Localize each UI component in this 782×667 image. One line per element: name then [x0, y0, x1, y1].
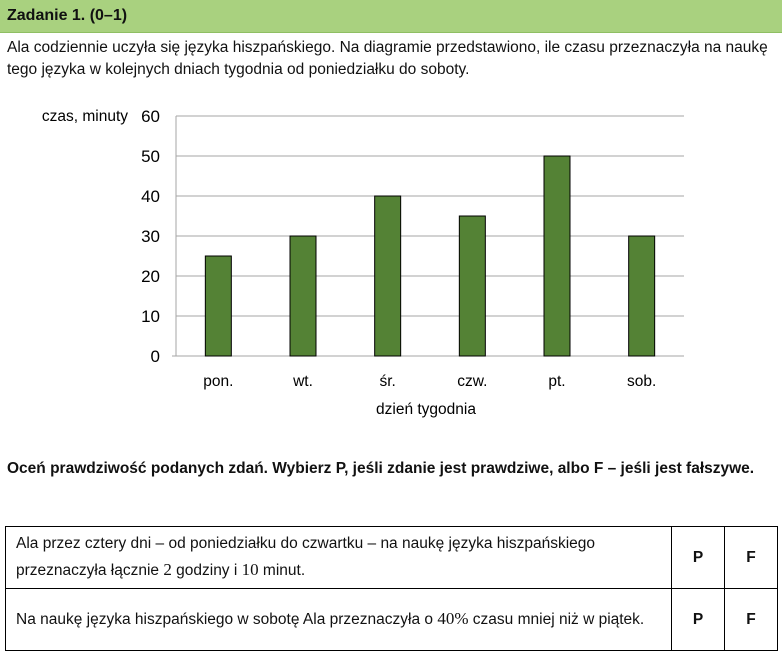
statement-value: 40% [437, 609, 469, 628]
instruction: Oceń prawdziwość podanych zdań. Wybierz … [7, 460, 755, 477]
y-tick-label: 60 [141, 107, 160, 126]
statement-part: czasu mniej niż w piątek. [468, 611, 645, 628]
statement-row: Ala przez cztery dni – od poniedziałku d… [4, 526, 778, 589]
option-false-2[interactable]: F [724, 588, 778, 651]
option-true-1[interactable]: P [671, 526, 726, 589]
y-axis-label: czas, minuty [42, 108, 128, 125]
statement-text: Ala przez cztery dni – od poniedziałku d… [4, 526, 673, 589]
x-tick-label: pt. [548, 373, 565, 390]
chart-bars [204, 155, 656, 357]
statement-value: 10 [241, 560, 259, 579]
x-tick-label: sob. [627, 373, 656, 390]
true-false-table: Ala przez cztery dni – od poniedziałku d… [4, 526, 778, 651]
task-title: Zadanie 1. (0–1) [7, 7, 128, 24]
y-tick-label: 20 [141, 267, 160, 286]
y-tick-label: 50 [141, 147, 160, 166]
bar-czw. [458, 215, 486, 357]
y-tick-label: 30 [141, 227, 160, 246]
bar-pt. [543, 155, 571, 357]
y-tick-label: 10 [141, 307, 160, 326]
bar-pon. [204, 255, 232, 357]
task-intro: Ala codziennie uczyła się języka hiszpań… [7, 39, 768, 78]
statement-part: Na naukę języka hiszpańskiego w sobotę A… [16, 611, 438, 628]
bar-chart: 0 10 20 30 40 50 60 pon. wt. śr. czw. pt. sob. czas… [42, 107, 684, 418]
x-tick-label: śr. [379, 373, 395, 390]
statement-text: Na naukę języka hiszpańskiego w sobotę A… [4, 588, 673, 651]
bar-wt. [289, 235, 317, 357]
y-tick-label: 0 [151, 347, 160, 366]
x-tick-labels: pon. wt. śr. czw. pt. sob. [203, 373, 656, 390]
bar-sob. [628, 235, 656, 357]
y-tick-labels: 0 10 20 30 40 50 60 [141, 107, 160, 366]
bar-śr. [374, 195, 402, 357]
x-tick-label: wt. [292, 373, 313, 390]
statement-part: godziny i [171, 562, 242, 579]
statement-part: minut. [258, 562, 306, 579]
task-header: Zadanie 1. (0–1) [0, 0, 782, 33]
option-false-1[interactable]: F [724, 526, 778, 589]
option-true-2[interactable]: P [671, 588, 726, 651]
x-axis-label: dzień tygodnia [376, 401, 476, 418]
x-tick-label: pon. [203, 373, 233, 390]
chart-grid [172, 115, 684, 357]
x-tick-label: czw. [457, 373, 487, 390]
statement-value: 2 [163, 560, 172, 579]
statement-row: Na naukę języka hiszpańskiego w sobotę A… [4, 588, 778, 651]
y-tick-label: 40 [141, 187, 160, 206]
statement-part: Ala przez cztery dni – od poniedziałku d… [16, 535, 595, 579]
